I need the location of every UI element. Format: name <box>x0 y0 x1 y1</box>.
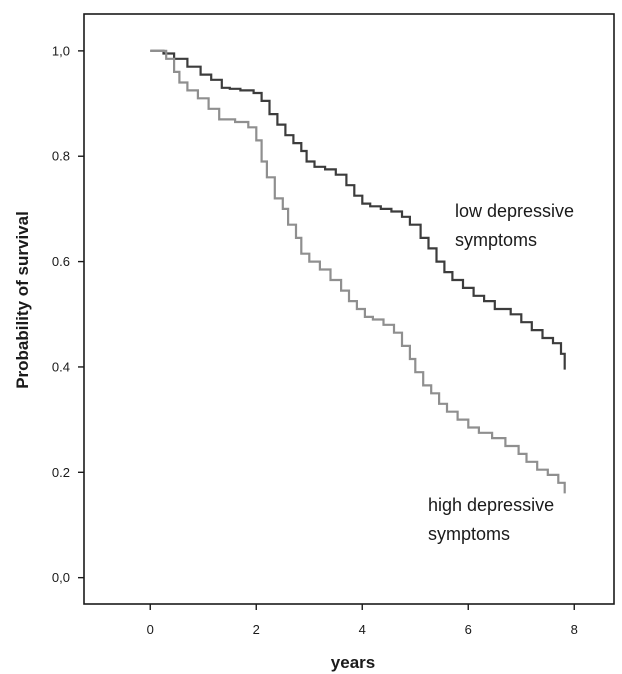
annotation-high-depressive-line2: symptoms <box>428 524 510 544</box>
x-tick-label: 4 <box>359 622 366 637</box>
y-tick-label: 0.6 <box>52 254 70 269</box>
series-line-high-depressive-symptoms <box>150 49 566 494</box>
x-tick-label: 6 <box>465 622 472 637</box>
axis-ticks: 0 2 4 6 8 0,0 0.2 0.4 0.6 0.8 1,0 <box>52 43 578 637</box>
x-tick-label: 2 <box>253 622 260 637</box>
x-axis-title: years <box>331 653 375 672</box>
y-tick-label: 0.8 <box>52 149 70 164</box>
x-tick-label: 0 <box>147 622 154 637</box>
series-layer <box>150 49 566 494</box>
y-tick-label: 1,0 <box>52 43 70 58</box>
y-axis-title: Probability of survival <box>13 211 32 389</box>
annotation-low-depressive-line1: low depressive <box>455 201 574 221</box>
y-tick-label: 0.4 <box>52 359 70 374</box>
series-line-low-depressive-symptoms <box>150 49 566 370</box>
y-tick-label: 0,0 <box>52 570 70 585</box>
plot-frame <box>83 13 615 605</box>
annotation-low-depressive-line2: symptoms <box>455 230 537 250</box>
annotation-high-depressive-line1: high depressive <box>428 495 554 515</box>
x-tick-label: 8 <box>571 622 578 637</box>
y-tick-label: 0.2 <box>52 465 70 480</box>
